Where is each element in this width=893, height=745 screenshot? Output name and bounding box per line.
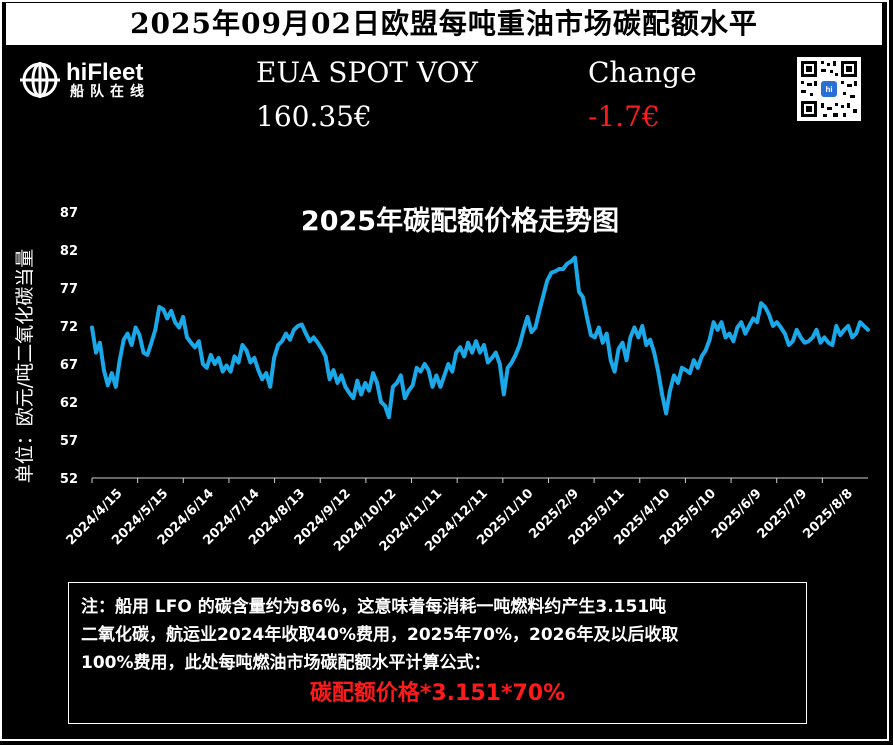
x-tick-marks: [91, 478, 823, 483]
change-label: Change: [588, 56, 697, 89]
y-tick-label: 82: [60, 244, 78, 259]
globe-icon: [20, 62, 60, 98]
series-layer: [90, 255, 870, 420]
qr-code-icon: hi: [797, 57, 861, 121]
x-tick-label: 2025/8/8: [800, 486, 856, 542]
y-axis-label: 单位：欧元/吨二氧化碳当量: [14, 249, 36, 483]
hifleet-logo: hiFleet 船队在线: [18, 60, 178, 100]
chart-title: 2025年碳配额价格走势图: [301, 205, 619, 237]
y-tick-label: 87: [60, 206, 78, 221]
svg-text:hi: hi: [825, 85, 832, 94]
change-value: -1.7€: [588, 100, 660, 133]
price-trend-chart: 2025年碳配额价格走势图 单位：欧元/吨二氧化碳当量 52 57 62 67 72 77…: [14, 205, 870, 555]
note-line-1: 注：船用 LFO 的碳含量约为86％，这意味着每消耗一吨燃料约产生3.151吨: [81, 597, 667, 617]
logo-name-en: hiFleet: [66, 59, 144, 86]
qr-code: hi: [797, 57, 861, 121]
logo-name-cn: 船队在线: [70, 84, 150, 100]
price-value: 160.35€: [256, 100, 372, 133]
page-title: 2025年09月02日欧盟每吨重油市场碳配额水平: [6, 3, 882, 45]
y-tick-labels: 52 57 62 67 72 77 82 87: [60, 206, 78, 487]
series-line: [90, 255, 870, 420]
note-formula: 碳配额价格*3.151*70%: [309, 681, 566, 706]
y-tick-label: 62: [60, 396, 78, 411]
x-tick-labels: 2024/4/152024/5/152024/6/142024/7/142024…: [64, 486, 856, 554]
note-line-3: 100%费用，此处每吨燃油市场碳配额水平计算公式：: [81, 653, 491, 673]
y-tick-label: 57: [60, 434, 78, 449]
y-tick-label: 67: [60, 358, 78, 373]
note-box: 注：船用 LFO 的碳含量约为86％，这意味着每消耗一吨燃料约产生3.151吨 …: [68, 582, 807, 724]
y-tick-label: 52: [60, 472, 78, 487]
y-tick-label: 77: [60, 282, 78, 297]
price-label: EUA SPOT VOY: [256, 56, 479, 89]
y-tick-label: 72: [60, 320, 78, 335]
note-line-2: 二氧化碳，航运业2024年收取40%费用，2025年70%，2026年及以后收取: [81, 625, 679, 645]
